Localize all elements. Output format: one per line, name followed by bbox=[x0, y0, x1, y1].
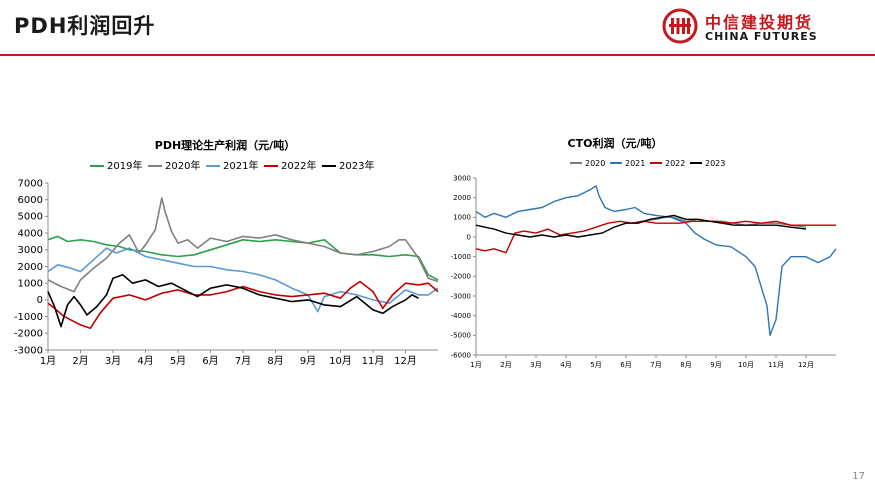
y-tick-label: -4000 bbox=[451, 312, 471, 320]
y-tick-label: -3000 bbox=[14, 345, 43, 356]
y-tick-label: -1000 bbox=[14, 312, 43, 323]
legend-label-2023: 2023 bbox=[705, 159, 725, 168]
y-tick-label: 2000 bbox=[18, 262, 43, 273]
y-tick-label: -2000 bbox=[14, 329, 43, 340]
x-tick-label: 2月 bbox=[72, 355, 88, 367]
legend-label-2020: 2020 bbox=[585, 159, 605, 168]
series-line-2019年 bbox=[47, 235, 439, 281]
series-line-2023年 bbox=[47, 274, 419, 328]
y-tick-label: 3000 bbox=[453, 174, 471, 182]
x-tick-label: 8月 bbox=[267, 355, 283, 367]
y-tick-label: -5000 bbox=[451, 332, 471, 340]
y-tick-label: 6000 bbox=[18, 195, 43, 206]
x-tick-label: 12月 bbox=[798, 361, 814, 369]
x-tick-label: 4月 bbox=[560, 361, 571, 369]
cto-profit-chart: CTO利润（元/吨） 2020 2021 2022 2023 -6000 -5000 -400… bbox=[451, 136, 837, 369]
y-tick-label: 2000 bbox=[453, 194, 471, 202]
x-tick-label: 1月 bbox=[40, 355, 56, 367]
slide-title: PDH利润回升 bbox=[14, 14, 156, 38]
y-tick-label: -6000 bbox=[451, 351, 471, 359]
company-logo: 中信建投期货 CHINA FUTURES bbox=[662, 8, 862, 48]
legend-label-2022年: 2022年 bbox=[281, 159, 316, 172]
chart-title: CTO利润（元/吨） bbox=[568, 136, 663, 150]
x-tick-label: 7月 bbox=[235, 355, 251, 367]
y-tick-label: 0 bbox=[37, 295, 43, 306]
x-tick-label: 9月 bbox=[300, 355, 316, 367]
series-line-2022 bbox=[475, 220, 836, 254]
y-tick-label: -1000 bbox=[451, 253, 471, 261]
x-tick-label: 3月 bbox=[105, 355, 121, 367]
y-tick-label: 5000 bbox=[18, 212, 43, 223]
y-tick-label: 1000 bbox=[453, 214, 471, 222]
x-tick-label: 11月 bbox=[768, 361, 784, 369]
pdh-profit-chart: PDH理论生产利润（元/吨） 2019年 2020年 2021年 2022年 2023年 -… bbox=[14, 138, 439, 367]
legend-label-2022: 2022 bbox=[665, 159, 685, 168]
x-tick-label: 9月 bbox=[710, 361, 721, 369]
series-line-2022年 bbox=[47, 280, 439, 330]
legend-label-2021年: 2021年 bbox=[223, 159, 258, 172]
series-line-2023 bbox=[475, 214, 807, 238]
x-tick-label: 2月 bbox=[500, 361, 511, 369]
x-tick-label: 6月 bbox=[620, 361, 631, 369]
legend-label-2020年: 2020年 bbox=[165, 159, 200, 172]
x-tick-label: 10月 bbox=[329, 355, 352, 367]
x-tick-label: 12月 bbox=[394, 355, 417, 367]
page-number: 17 bbox=[852, 471, 865, 482]
x-tick-label: 8月 bbox=[680, 361, 691, 369]
y-tick-label: -3000 bbox=[451, 292, 471, 300]
y-tick-label: 4000 bbox=[18, 228, 43, 239]
legend-label-2019年: 2019年 bbox=[107, 159, 142, 172]
y-tick-label: 7000 bbox=[18, 178, 43, 189]
x-tick-label: 7月 bbox=[650, 361, 661, 369]
x-tick-label: 1月 bbox=[470, 361, 481, 369]
x-tick-label: 6月 bbox=[202, 355, 218, 367]
company-name-cn: 中信建投期货 bbox=[705, 13, 814, 32]
series-line-2021 bbox=[475, 185, 837, 337]
y-tick-label: 3000 bbox=[18, 245, 43, 256]
y-tick-label: 1000 bbox=[18, 279, 43, 290]
company-logo-icon bbox=[662, 8, 698, 44]
x-tick-label: 4月 bbox=[137, 355, 153, 367]
x-tick-label: 5月 bbox=[170, 355, 186, 367]
x-tick-label: 10月 bbox=[738, 361, 754, 369]
x-tick-label: 3月 bbox=[530, 361, 541, 369]
legend-label-2021: 2021 bbox=[625, 159, 645, 168]
legend-label-2023年: 2023年 bbox=[339, 159, 374, 172]
header-divider bbox=[0, 54, 875, 56]
x-tick-label: 5月 bbox=[590, 361, 601, 369]
y-tick-label: 0 bbox=[467, 233, 471, 241]
chart-title: PDH理论生产利润（元/吨） bbox=[155, 138, 295, 152]
x-tick-label: 11月 bbox=[362, 355, 385, 367]
company-name-en: CHINA FUTURES bbox=[705, 30, 818, 43]
y-tick-label: -2000 bbox=[451, 273, 471, 281]
